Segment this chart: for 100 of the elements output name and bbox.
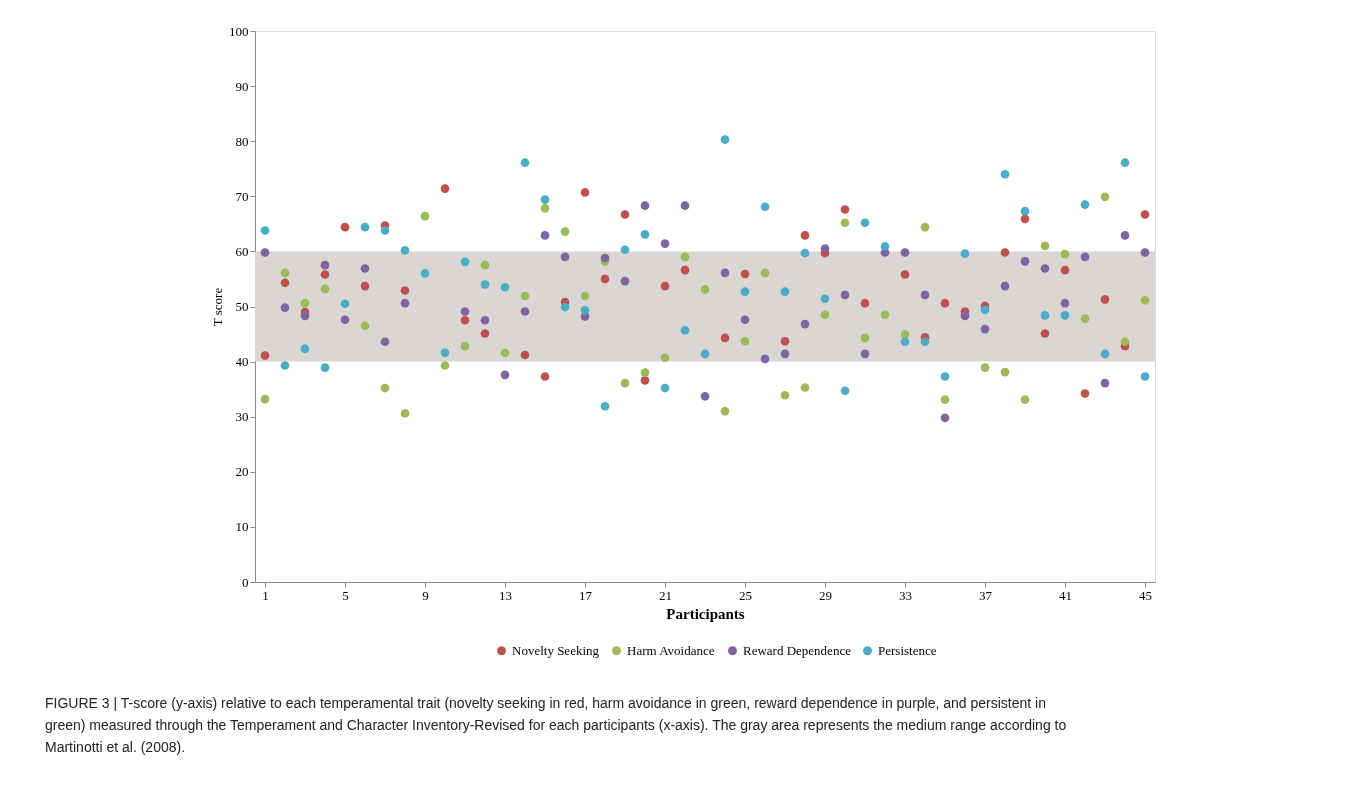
x-tick-label: 37	[979, 587, 993, 603]
point	[540, 195, 550, 204]
point	[1100, 295, 1110, 304]
point	[1040, 310, 1050, 320]
point	[480, 260, 490, 270]
point	[760, 202, 770, 212]
point	[260, 351, 270, 360]
point	[1040, 264, 1050, 273]
point	[580, 306, 590, 315]
point	[580, 188, 590, 197]
point	[460, 307, 470, 316]
point	[860, 298, 870, 308]
point	[320, 260, 330, 270]
point	[800, 231, 810, 240]
point	[440, 361, 450, 370]
point	[560, 252, 570, 262]
point	[660, 353, 670, 363]
point	[1080, 200, 1090, 209]
point	[520, 158, 530, 168]
point	[920, 290, 930, 300]
y-tick-label: 30	[235, 409, 249, 425]
point	[800, 383, 810, 392]
point	[640, 376, 650, 385]
point	[480, 315, 490, 325]
point	[640, 201, 650, 210]
point	[1120, 337, 1130, 347]
point	[760, 268, 770, 278]
point	[280, 303, 290, 312]
point	[320, 363, 330, 372]
point	[980, 305, 990, 315]
point	[1060, 249, 1070, 259]
point	[540, 372, 550, 381]
point	[460, 257, 470, 267]
point	[620, 210, 630, 219]
point	[840, 205, 850, 214]
point	[680, 252, 690, 262]
point	[780, 390, 790, 400]
y-tick-label: 80	[235, 133, 249, 149]
y-tick-label: 60	[235, 243, 249, 259]
legend-label: Reward Dependence	[743, 642, 852, 658]
point	[340, 315, 350, 325]
point	[920, 337, 930, 347]
point	[920, 222, 930, 232]
point	[780, 349, 790, 359]
legend-label: Novelty Seeking	[512, 642, 600, 658]
point	[720, 333, 730, 343]
point	[620, 378, 630, 388]
x-tick-label: 45	[1139, 587, 1152, 603]
x-tick-label: 33	[899, 587, 912, 603]
point	[400, 298, 410, 308]
point	[260, 394, 270, 404]
x-tick-label: 25	[739, 587, 752, 603]
point	[720, 135, 730, 144]
point	[340, 222, 350, 232]
point	[1080, 314, 1090, 323]
point	[860, 218, 870, 228]
point	[460, 341, 470, 351]
point	[1000, 248, 1010, 257]
point	[1040, 329, 1050, 338]
point	[440, 348, 450, 358]
y-tick-label: 100	[229, 23, 249, 39]
point	[760, 354, 770, 364]
point	[680, 265, 690, 275]
point	[900, 330, 910, 339]
point	[1060, 265, 1070, 275]
point	[960, 249, 970, 258]
point	[500, 370, 510, 380]
point	[840, 290, 850, 300]
point	[1060, 298, 1070, 308]
point	[340, 299, 350, 309]
point	[300, 311, 310, 321]
point	[960, 311, 970, 321]
point	[560, 227, 570, 236]
point	[860, 349, 870, 359]
point	[880, 310, 890, 320]
point	[1020, 206, 1030, 216]
point	[280, 268, 290, 278]
point	[1100, 349, 1110, 359]
x-tick-label: 13	[499, 587, 512, 603]
point	[620, 276, 630, 286]
point	[440, 184, 450, 193]
point	[480, 280, 490, 289]
point	[1100, 192, 1110, 202]
y-tick-label: 50	[235, 299, 249, 314]
y-tick-label: 70	[235, 188, 249, 204]
point	[820, 310, 830, 320]
y-tick-label: 0	[242, 574, 249, 590]
x-tick-label: 9	[422, 587, 429, 603]
point	[640, 368, 650, 377]
point	[1140, 210, 1150, 219]
point	[900, 337, 910, 347]
point	[700, 285, 710, 294]
point	[300, 344, 310, 354]
point	[1140, 372, 1150, 381]
point	[1020, 214, 1030, 224]
point	[1020, 395, 1030, 404]
point	[500, 282, 510, 292]
point	[780, 287, 790, 296]
point	[740, 287, 750, 296]
point	[320, 284, 330, 294]
